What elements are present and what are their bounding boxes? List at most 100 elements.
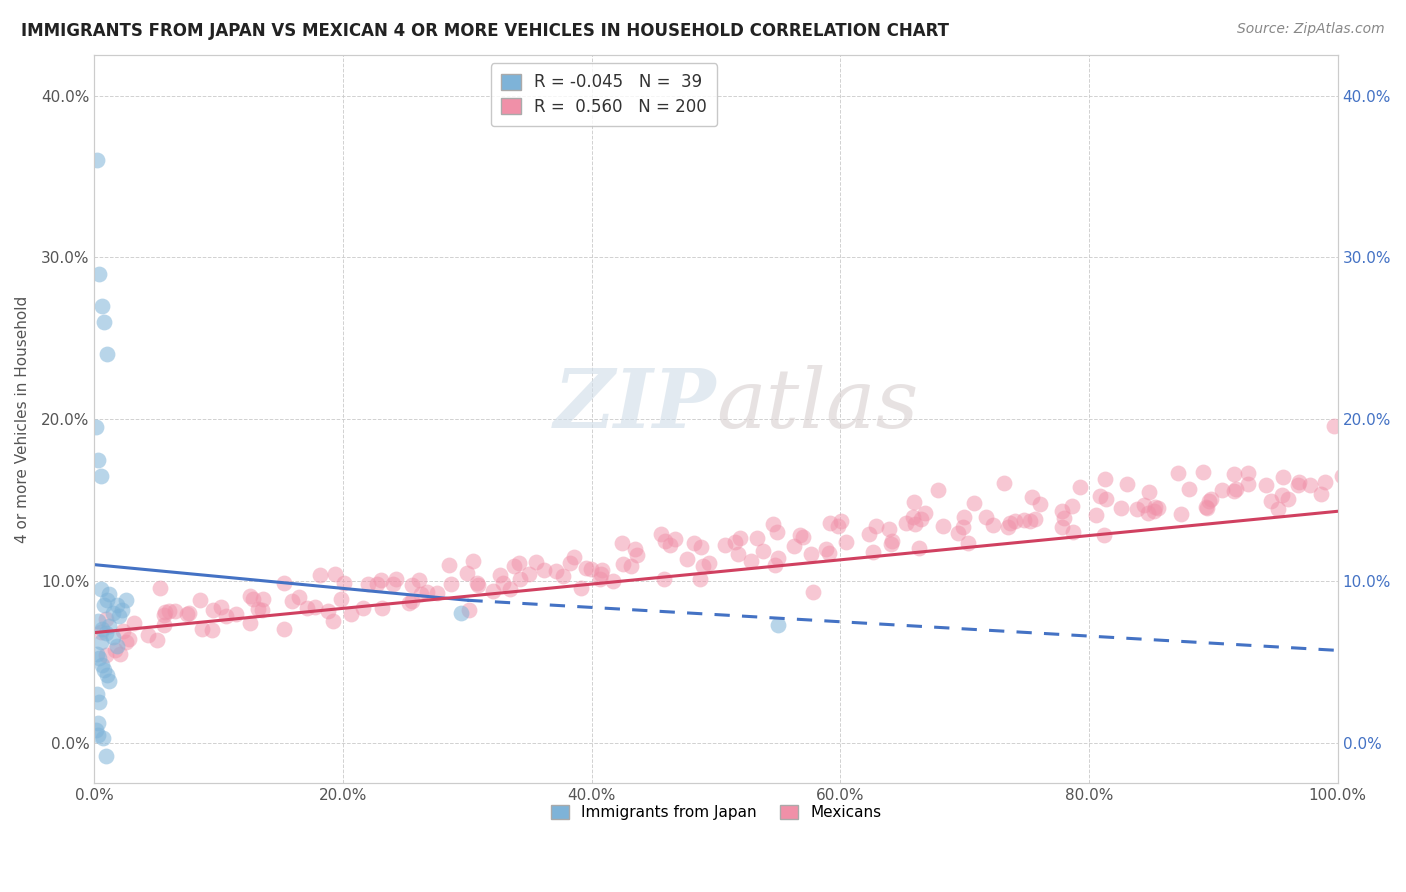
Point bbox=[1024, 512, 1046, 526]
Point bbox=[1021, 490, 1043, 504]
Point bbox=[723, 534, 745, 549]
Point bbox=[94, 748, 117, 763]
Point bbox=[932, 518, 955, 533]
Point bbox=[1126, 502, 1149, 516]
Point bbox=[963, 496, 986, 510]
Point bbox=[1085, 508, 1108, 522]
Point bbox=[330, 592, 353, 607]
Point bbox=[96, 593, 118, 607]
Point bbox=[558, 556, 581, 570]
Point bbox=[569, 582, 592, 596]
Point bbox=[1197, 500, 1219, 515]
Point bbox=[250, 603, 273, 617]
Point bbox=[591, 567, 613, 582]
Point bbox=[1310, 487, 1333, 501]
Point bbox=[1136, 506, 1159, 520]
Point bbox=[90, 635, 112, 649]
Point bbox=[896, 516, 918, 530]
Point bbox=[401, 577, 423, 591]
Legend: Immigrants from Japan, Mexicans: Immigrants from Japan, Mexicans bbox=[544, 798, 887, 826]
Point bbox=[366, 577, 388, 591]
Point bbox=[225, 607, 247, 621]
Point bbox=[981, 517, 1004, 532]
Point bbox=[827, 519, 849, 533]
Point bbox=[783, 539, 806, 553]
Point bbox=[664, 532, 686, 546]
Point bbox=[112, 624, 135, 638]
Point bbox=[1012, 512, 1035, 526]
Point bbox=[96, 347, 118, 361]
Point bbox=[481, 584, 503, 599]
Point bbox=[591, 563, 613, 577]
Point bbox=[463, 554, 485, 568]
Point bbox=[683, 536, 706, 550]
Point bbox=[880, 537, 903, 551]
Point bbox=[190, 622, 212, 636]
Point bbox=[87, 452, 110, 467]
Point bbox=[87, 727, 110, 741]
Point bbox=[1050, 504, 1073, 518]
Point bbox=[153, 607, 176, 622]
Point bbox=[910, 512, 932, 526]
Point bbox=[145, 633, 167, 648]
Point bbox=[209, 599, 232, 614]
Point bbox=[1053, 511, 1076, 525]
Point bbox=[467, 578, 489, 592]
Point bbox=[89, 267, 111, 281]
Point bbox=[858, 526, 880, 541]
Point bbox=[215, 609, 238, 624]
Point bbox=[1299, 477, 1322, 491]
Point bbox=[689, 573, 711, 587]
Text: ZIP: ZIP bbox=[554, 365, 716, 444]
Point bbox=[401, 593, 423, 607]
Point bbox=[953, 509, 976, 524]
Point bbox=[281, 594, 304, 608]
Point bbox=[84, 723, 107, 737]
Point bbox=[179, 606, 201, 620]
Point bbox=[1088, 489, 1111, 503]
Point bbox=[239, 615, 262, 630]
Point bbox=[105, 598, 128, 612]
Point bbox=[503, 558, 526, 573]
Point bbox=[370, 600, 392, 615]
Point bbox=[904, 516, 927, 531]
Point bbox=[104, 643, 127, 657]
Point bbox=[551, 569, 574, 583]
Point bbox=[440, 577, 463, 591]
Point bbox=[1222, 467, 1244, 482]
Point bbox=[385, 572, 408, 586]
Point bbox=[94, 612, 117, 626]
Point bbox=[238, 589, 260, 603]
Point bbox=[499, 582, 522, 597]
Point bbox=[202, 603, 225, 617]
Point bbox=[993, 475, 1015, 490]
Point bbox=[815, 541, 838, 556]
Point bbox=[98, 674, 121, 689]
Point bbox=[1143, 500, 1166, 515]
Point bbox=[295, 600, 318, 615]
Point bbox=[654, 533, 676, 548]
Point bbox=[974, 510, 997, 524]
Point bbox=[692, 559, 714, 574]
Point bbox=[1192, 465, 1215, 479]
Point bbox=[1313, 475, 1336, 489]
Point bbox=[91, 731, 114, 745]
Point bbox=[602, 574, 624, 589]
Point bbox=[90, 468, 112, 483]
Point bbox=[115, 634, 138, 648]
Point bbox=[90, 625, 112, 640]
Point bbox=[176, 607, 198, 621]
Point bbox=[101, 606, 124, 620]
Point bbox=[907, 541, 929, 555]
Point bbox=[273, 622, 295, 636]
Point bbox=[370, 573, 392, 587]
Point bbox=[439, 558, 461, 572]
Point bbox=[903, 495, 925, 509]
Point bbox=[138, 628, 160, 642]
Point bbox=[201, 623, 224, 637]
Point bbox=[90, 299, 112, 313]
Point bbox=[94, 625, 117, 640]
Point bbox=[426, 585, 449, 599]
Point bbox=[589, 572, 612, 586]
Point bbox=[880, 533, 903, 548]
